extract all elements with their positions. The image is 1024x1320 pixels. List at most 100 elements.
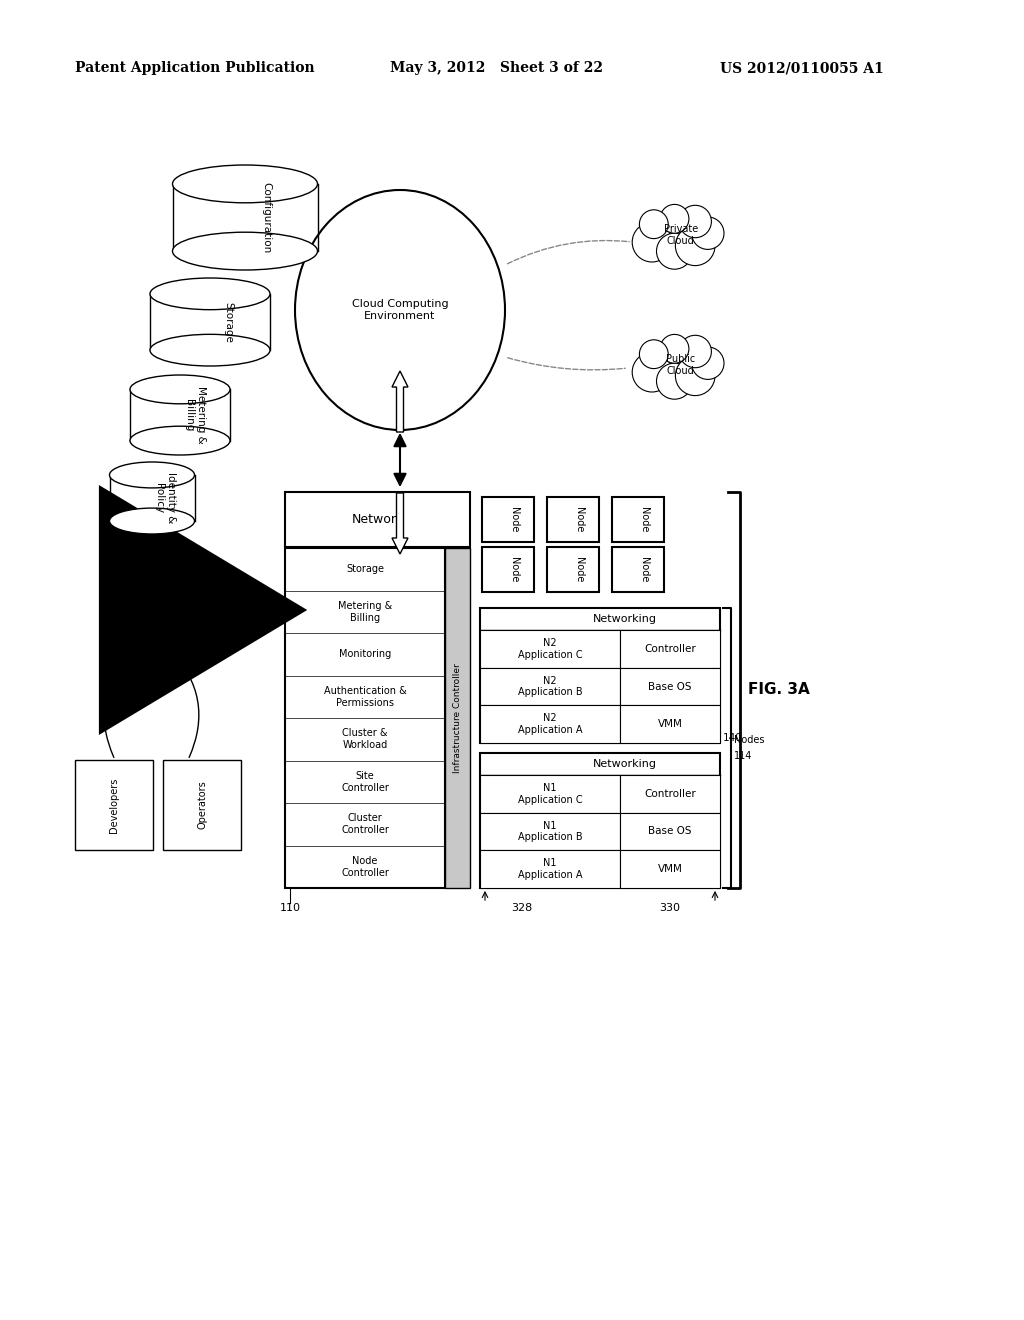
Bar xyxy=(480,775,620,813)
Text: Cluster
Controller: Cluster Controller xyxy=(341,813,389,836)
Text: Node: Node xyxy=(509,557,519,582)
Text: 114: 114 xyxy=(734,751,753,762)
Bar xyxy=(480,813,620,850)
Bar xyxy=(620,775,720,813)
Text: Operators: Operators xyxy=(197,780,207,829)
Text: Controller: Controller xyxy=(644,644,696,653)
Text: Metering &
Billing: Metering & Billing xyxy=(184,387,206,444)
Text: N2
Application B: N2 Application B xyxy=(518,676,583,697)
Text: Patent Application Publication: Patent Application Publication xyxy=(75,61,314,75)
Circle shape xyxy=(656,363,692,399)
Text: 110: 110 xyxy=(280,903,300,913)
Bar xyxy=(620,668,720,705)
Ellipse shape xyxy=(110,462,195,488)
Bar xyxy=(482,546,534,591)
Text: Monitoring: Monitoring xyxy=(339,649,391,659)
Text: Developers: Developers xyxy=(109,777,119,833)
Text: Private
Cloud: Private Cloud xyxy=(664,224,698,246)
Bar xyxy=(480,752,720,888)
Text: VMM: VMM xyxy=(657,719,682,729)
Ellipse shape xyxy=(172,165,317,203)
Text: Metering &
Billing: Metering & Billing xyxy=(338,601,392,623)
Bar xyxy=(480,705,620,743)
FancyArrow shape xyxy=(392,492,408,554)
Bar xyxy=(480,609,720,743)
Ellipse shape xyxy=(172,232,317,271)
Circle shape xyxy=(632,352,672,392)
Text: Storage: Storage xyxy=(346,564,384,574)
Ellipse shape xyxy=(150,334,270,366)
Bar xyxy=(482,498,534,543)
Text: API: API xyxy=(142,594,162,606)
Circle shape xyxy=(679,335,712,368)
Bar xyxy=(172,183,317,251)
Bar xyxy=(547,546,599,591)
Text: 140: 140 xyxy=(723,733,742,743)
Ellipse shape xyxy=(130,375,230,404)
Text: Controller: Controller xyxy=(644,789,696,799)
Bar xyxy=(445,548,470,888)
Bar xyxy=(547,498,599,543)
Bar xyxy=(480,850,620,888)
Text: Node
Controller: Node Controller xyxy=(341,855,389,878)
Text: Cloud Computing
Environment: Cloud Computing Environment xyxy=(351,300,449,321)
Text: Identity &
Policy: Identity & Policy xyxy=(154,473,175,524)
Bar xyxy=(620,705,720,743)
Text: N1
Application B: N1 Application B xyxy=(518,821,583,842)
Bar xyxy=(150,294,270,350)
Bar xyxy=(480,630,620,668)
Circle shape xyxy=(679,206,712,238)
Text: FIG. 3A: FIG. 3A xyxy=(748,682,810,697)
Ellipse shape xyxy=(295,190,505,430)
Text: Public
Cloud: Public Cloud xyxy=(667,354,695,376)
Text: May 3, 2012   Sheet 3 of 22: May 3, 2012 Sheet 3 of 22 xyxy=(390,61,603,75)
Text: Cluster &
Workload: Cluster & Workload xyxy=(342,729,388,750)
Text: Storage: Storage xyxy=(223,301,233,342)
Circle shape xyxy=(691,347,724,379)
Circle shape xyxy=(656,234,692,269)
Bar xyxy=(285,548,445,888)
Text: US 2012/0110055 A1: US 2012/0110055 A1 xyxy=(720,61,884,75)
Circle shape xyxy=(691,216,724,249)
Text: Node: Node xyxy=(574,507,585,532)
Text: Networking: Networking xyxy=(593,759,657,770)
Circle shape xyxy=(676,356,715,396)
Bar xyxy=(163,760,241,850)
Bar xyxy=(130,389,230,441)
Ellipse shape xyxy=(130,426,230,455)
Text: Node: Node xyxy=(509,507,519,532)
Text: Authentication &
Permissions: Authentication & Permissions xyxy=(324,686,407,708)
Bar xyxy=(480,668,620,705)
Text: N1
Application A: N1 Application A xyxy=(518,858,583,880)
Text: Node: Node xyxy=(639,507,649,532)
Bar xyxy=(612,498,664,543)
Bar xyxy=(110,475,195,521)
Text: Infrastructure Controller: Infrastructure Controller xyxy=(453,663,462,774)
Text: Node: Node xyxy=(639,557,649,582)
Ellipse shape xyxy=(150,279,270,310)
FancyArrow shape xyxy=(392,371,408,432)
Bar xyxy=(612,546,664,591)
Circle shape xyxy=(660,205,689,234)
Text: VMM: VMM xyxy=(657,865,682,874)
Bar xyxy=(285,492,470,546)
Text: Site
Controller: Site Controller xyxy=(341,771,389,792)
Circle shape xyxy=(660,334,689,363)
Bar xyxy=(620,813,720,850)
Text: 330: 330 xyxy=(659,903,681,913)
Ellipse shape xyxy=(120,553,184,648)
Text: Base OS: Base OS xyxy=(648,681,692,692)
Bar xyxy=(620,630,720,668)
Circle shape xyxy=(639,339,669,368)
Text: Base OS: Base OS xyxy=(648,826,692,837)
Circle shape xyxy=(676,226,715,265)
Text: Node: Node xyxy=(574,557,585,582)
Text: Network: Network xyxy=(351,513,403,525)
Text: Networking: Networking xyxy=(593,614,657,624)
Circle shape xyxy=(632,222,672,261)
Text: N2
Application A: N2 Application A xyxy=(518,713,583,735)
Ellipse shape xyxy=(110,508,195,535)
Text: Configuration: Configuration xyxy=(262,182,271,253)
Text: Nodes: Nodes xyxy=(734,735,765,744)
Text: N1
Application C: N1 Application C xyxy=(518,783,583,805)
